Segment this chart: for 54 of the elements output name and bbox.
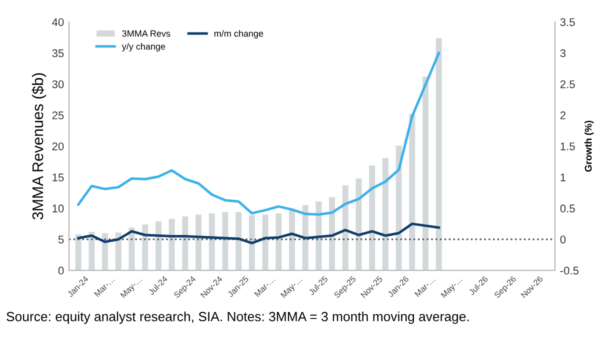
y2-tick-label: 1: [560, 174, 566, 182]
bar: [102, 233, 108, 270]
line-series: [77, 52, 440, 216]
bar: [369, 165, 376, 270]
y-axis-title: 3MMA Revenues ($b): [32, 73, 46, 220]
y-tick-label: 40: [52, 18, 64, 26]
bar: [316, 201, 322, 270]
bar: [342, 185, 348, 270]
bar: [142, 224, 148, 270]
y-tick-label: 25: [52, 111, 64, 120]
bar: [262, 214, 268, 270]
bar: [302, 205, 308, 270]
y-tick-label: 5: [58, 236, 64, 244]
y-tick-label: 10: [52, 204, 64, 212]
bar: [396, 146, 402, 270]
bar: [222, 212, 228, 270]
bar: [155, 221, 162, 270]
bar: [288, 208, 295, 270]
bar: [115, 232, 122, 270]
y-tick-label: 35: [52, 49, 64, 58]
y2-axis-title: Growth (%): [584, 120, 594, 172]
legend-label: y/y change: [122, 43, 166, 52]
y-tick-label: 15: [52, 174, 64, 182]
y2-tick-label: 1.5: [560, 142, 575, 150]
bar: [436, 38, 442, 270]
bar: [196, 214, 202, 270]
source-note: Source: equity analyst research, SIA. Notes: 3MMA = 3 month moving average.: [6, 312, 469, 324]
y2-tick-label: 0: [560, 236, 566, 244]
bar: [422, 76, 428, 270]
bar: [236, 212, 242, 270]
bar: [182, 216, 188, 270]
legend-label: m/m change: [214, 30, 264, 39]
y2-tick-label: 0.5: [560, 204, 575, 212]
bar: [128, 228, 135, 270]
y-tick-label: 30: [52, 80, 64, 88]
bar: [356, 178, 362, 270]
bar: [248, 215, 255, 270]
bar: [75, 234, 82, 270]
y2-tick-label: 2.5: [560, 80, 575, 88]
bar: [88, 232, 95, 270]
bar: [168, 218, 175, 270]
y-tick-label: 20: [52, 142, 64, 150]
legend-label: 3MMA Revs: [122, 30, 170, 37]
bar: [329, 197, 336, 270]
line-series: [77, 222, 440, 244]
bar: [208, 213, 215, 270]
y-tick-label: 0: [58, 266, 64, 275]
bar: [382, 158, 388, 270]
bar: [409, 114, 416, 270]
y2-tick-label: 3: [560, 49, 566, 58]
y2-tick-label: 2: [560, 111, 566, 120]
y2-tick-label: -0.5: [560, 266, 579, 275]
bar: [276, 213, 282, 270]
y2-tick-label: 3.5: [560, 18, 575, 26]
